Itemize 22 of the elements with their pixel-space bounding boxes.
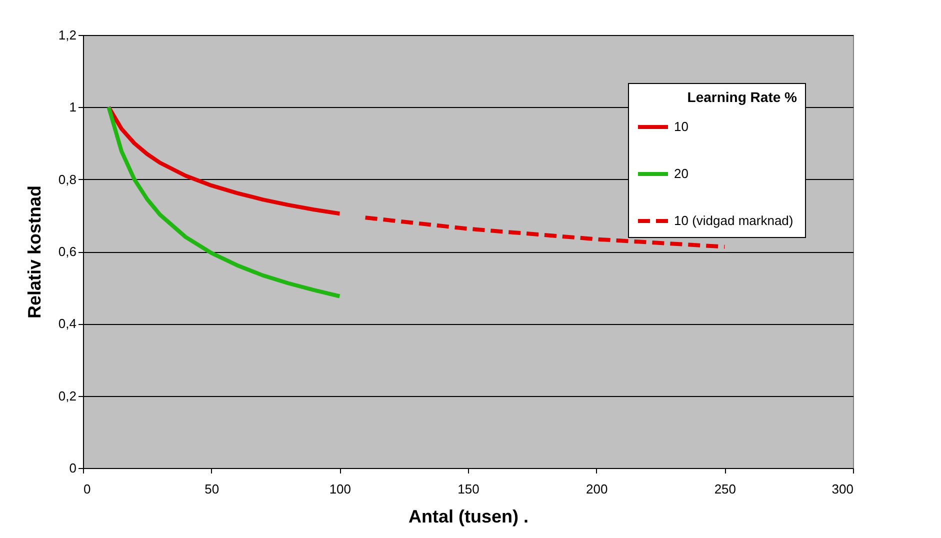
x-tick-label: 100 — [329, 482, 352, 496]
y-axis-title: Relativ kostnad — [24, 185, 44, 319]
line-series — [106, 105, 342, 298]
legend-label: 10 (vidgad marknad) — [674, 213, 794, 228]
x-axis-title: Antal (tusen) . — [408, 506, 528, 526]
line-series — [106, 105, 342, 216]
y-tick-label: 0,4 — [58, 316, 76, 332]
legend-label: 10 — [674, 119, 688, 134]
x-tick-label: 250 — [714, 482, 736, 496]
y-tick-label: 0,6 — [58, 244, 76, 259]
y-tick-label: 0,8 — [58, 172, 76, 187]
x-tick-label: 300 — [832, 482, 854, 496]
x-tick-label: 150 — [458, 482, 480, 496]
legend-title: Learning Rate % — [687, 89, 798, 105]
y-tick-label: 0 — [69, 460, 76, 476]
y-tick-label: 1,2 — [58, 28, 76, 42]
x-tick-label: 50 — [204, 482, 220, 496]
x-tick-label: 0 — [84, 482, 91, 496]
y-tick-label: 1 — [69, 100, 76, 115]
legend-label: 20 — [674, 166, 688, 181]
y-tick-label: 0,2 — [58, 388, 76, 404]
x-tick-label: 200 — [586, 482, 608, 496]
